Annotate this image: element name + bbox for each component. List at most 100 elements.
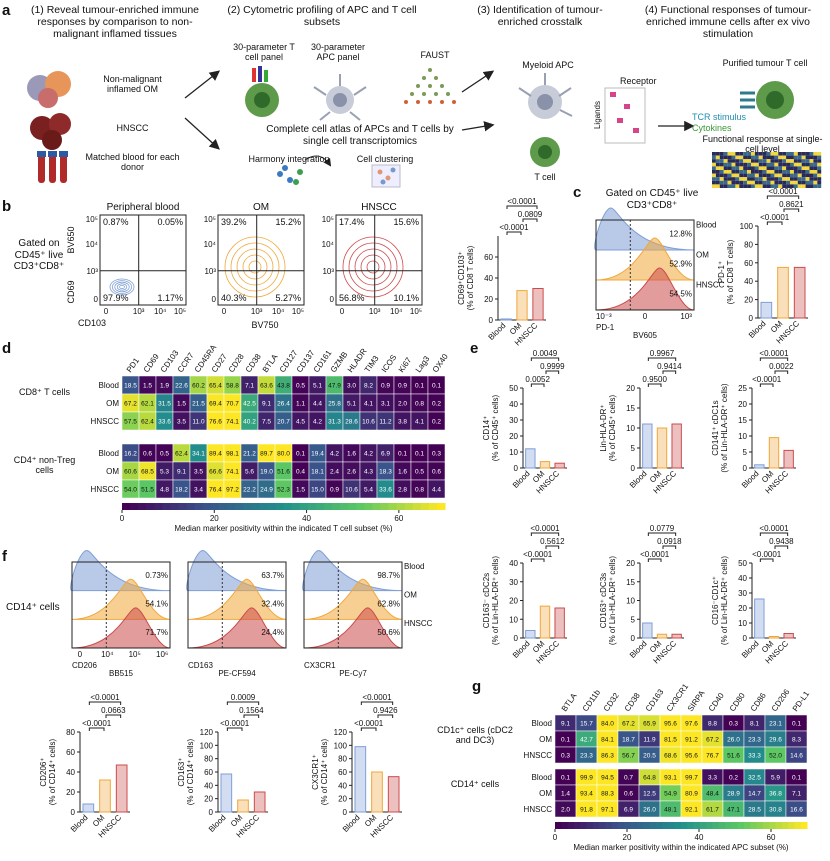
image-cell [762,152,767,156]
bar [539,461,551,469]
cell-value: 61.7 [706,807,719,814]
step-heading: (4) Functional responses of tumour-enric… [644,4,812,41]
panel-label: c [573,184,582,201]
significance-bracket [530,383,545,387]
image-cell [735,152,740,156]
y-tick-label: 5 [631,615,636,624]
colorbar-segment [762,822,770,829]
cell-value: 12.5 [643,791,656,798]
x-tick-label: 10⁵ [129,650,141,659]
cell-value: 34.1 [192,451,205,458]
image-cell [743,177,748,181]
cell-value: 62.4 [175,451,188,458]
significance-bracket [226,701,260,705]
quadrant-percentage: 0.87% [103,217,129,227]
cell-value: 97.1 [601,807,614,814]
cell-value: 29.6 [769,737,782,744]
bar [754,598,765,639]
y-tick-label: 10⁵ [322,215,334,224]
significance-bracket [530,532,560,536]
column-label: CD38 [244,352,263,374]
image-cell [782,155,787,160]
image-cell [747,159,751,163]
cell-value: 2.6 [347,469,356,476]
colorbar-segment [775,822,783,829]
cell-value: 6.9 [624,807,633,814]
bar [554,607,565,639]
heatmap-cell [785,746,808,764]
y-tick-label: 40 [338,781,347,790]
bar [793,266,806,319]
cell-value: 74.1 [226,419,239,426]
p-value: 0.9500 [642,375,667,384]
image-cell [801,184,806,188]
quadrant-percentage: 1.17% [157,293,183,303]
image-cell [805,184,810,188]
bar [354,746,367,813]
image-cell [715,180,720,185]
colorbar-segment [605,822,613,829]
image-cell [712,159,716,163]
cell-value: 68.6 [664,753,677,760]
image-cell [747,180,751,185]
cell-value: 22.2 [243,487,256,494]
y-tick-label: 20 [738,604,747,613]
image-cell [790,166,794,170]
cell-value: 0.9 [398,383,407,390]
percentage-label: 12.8% [669,230,692,239]
cell-value: 4.2 [330,451,339,458]
image-cell [727,166,732,170]
colorbar-segment [636,822,644,829]
image-cell [739,152,744,156]
colorbar-segment [428,503,438,510]
cell-value: 16.6 [790,807,803,814]
significance-bracket [662,545,677,549]
image-cell [778,159,783,163]
image-cell [754,159,759,163]
y-tick-label: 50 [509,384,518,393]
cell-value: 64.8 [643,775,656,782]
colorbar-segment [649,822,657,829]
cell-value: 20.7 [277,419,290,426]
x-tick-label: 10⁴ [272,307,285,316]
cell-value: 0.1 [792,775,801,782]
image-cell [735,180,740,185]
cell-value: 11.0 [192,419,205,426]
image-cell [790,159,794,163]
image-cell [805,166,810,170]
y-tick-label: 0 [514,464,519,473]
colorbar-segment [674,822,682,829]
bar [500,318,512,321]
y-tick-label: 30 [738,589,747,598]
cell-value: 97.2 [226,487,239,494]
image-cell [715,166,720,170]
p-value: <0.0001 [752,550,782,559]
image-cell [758,177,763,181]
bar [371,771,383,813]
p-value: 0.1564 [239,706,264,715]
quadrant-percentage: 15.6% [393,217,419,227]
x-tick-label: 10⁵ [174,307,186,316]
cell-value: 91.2 [685,737,698,744]
cell-value: 0.1 [398,451,407,458]
significance-bracket [759,357,789,361]
image-cell [731,159,736,163]
y-tick-label: 50 [738,559,747,568]
image-cell [805,152,810,156]
y-tick-label: 0 [71,808,76,817]
y-axis-label: CD141⁺ cDC1s [711,400,720,455]
subset-label: CD4⁺ non-Treg cells [13,454,76,476]
cell-value: 0.5 [296,383,305,390]
cell-value: 5.9 [771,775,780,782]
cell-value: 0.3 [561,753,570,760]
colorbar-segment [643,822,650,829]
cell-value: 0.1 [432,383,441,390]
image-cell [790,180,794,185]
column-label: Ki67 [397,355,414,374]
bar [656,633,668,639]
cell-value: 92.1 [685,807,698,814]
colorbar-segment [404,503,414,510]
colorbar-segment [130,503,139,510]
image-cell [778,173,783,178]
image-cell [715,155,720,160]
